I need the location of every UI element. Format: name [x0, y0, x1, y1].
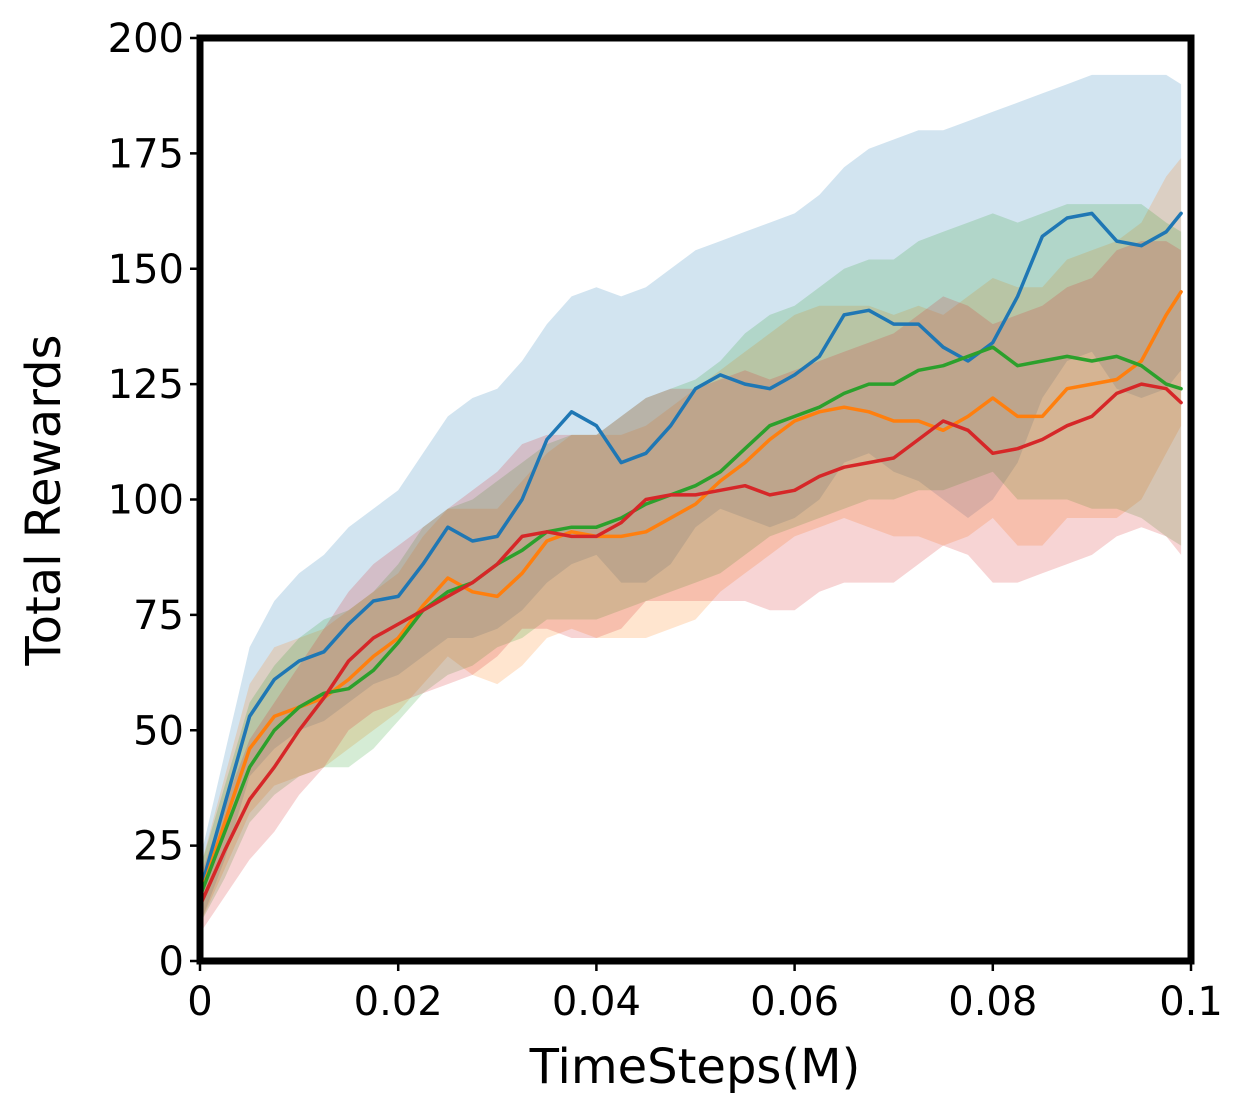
- x-tick-label: 0.1: [1159, 979, 1223, 1025]
- x-tick-label: 0.08: [948, 979, 1037, 1025]
- y-tick-label: 125: [108, 362, 184, 408]
- x-axis-label: TimeSteps(M): [529, 1039, 861, 1095]
- y-axis-label: Total Rewards: [16, 334, 72, 666]
- x-tick-label: 0.04: [552, 979, 641, 1025]
- series-3-line: [198, 345, 1183, 899]
- x-tick-label: 0.02: [354, 979, 443, 1025]
- y-tick-label: 75: [133, 593, 184, 639]
- series-1-line: [198, 211, 1183, 894]
- y-tick-label: 25: [133, 824, 184, 870]
- y-tick-label: 200: [108, 16, 184, 62]
- series-1-band: [200, 74, 1182, 925]
- x-tick-label: 0.06: [750, 979, 839, 1025]
- y-ticks: 0 25 50 75 100 125 150 175 200: [108, 16, 200, 985]
- lines-layer: [198, 211, 1183, 908]
- y-tick-label: 150: [108, 247, 184, 293]
- y-tick-label: 175: [108, 131, 184, 177]
- y-tick-label: 50: [133, 708, 184, 754]
- series-4-line: [198, 382, 1183, 908]
- x-ticks: 0 0.02 0.04 0.06 0.08 0.1: [187, 961, 1223, 1025]
- y-tick-label: 100: [108, 478, 184, 524]
- series-2-band: [200, 158, 1182, 925]
- series-4-band: [200, 241, 1182, 934]
- x-tick-label: 0: [187, 979, 212, 1025]
- series-3-band: [200, 204, 1182, 925]
- y-tick-label: 0: [159, 939, 184, 985]
- series-2-line: [198, 290, 1183, 899]
- bands-layer: [200, 74, 1182, 934]
